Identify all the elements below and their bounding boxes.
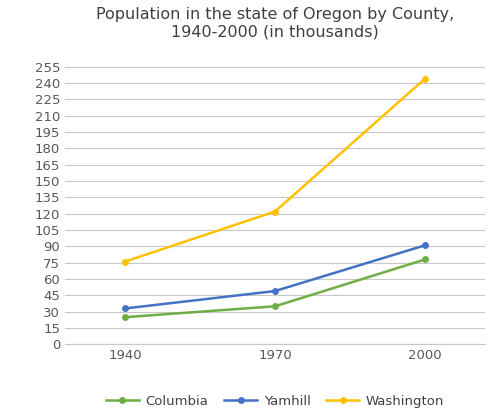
Yamhill <box>122 306 128 311</box>
Line: Washington: Washington <box>122 75 428 265</box>
Legend: Columbia, Yamhill, Washington: Columbia, Yamhill, Washington <box>100 389 450 413</box>
Washington <box>422 76 428 81</box>
Line: Columbia: Columbia <box>122 256 428 320</box>
Columbia <box>272 304 278 309</box>
Line: Yamhill: Yamhill <box>122 242 428 312</box>
Title: Population in the state of Oregon by County,
1940-2000 (in thousands): Population in the state of Oregon by Cou… <box>96 7 454 39</box>
Yamhill <box>272 289 278 294</box>
Yamhill <box>422 243 428 248</box>
Washington <box>272 209 278 214</box>
Washington <box>122 259 128 264</box>
Columbia <box>122 315 128 320</box>
Columbia <box>422 257 428 262</box>
